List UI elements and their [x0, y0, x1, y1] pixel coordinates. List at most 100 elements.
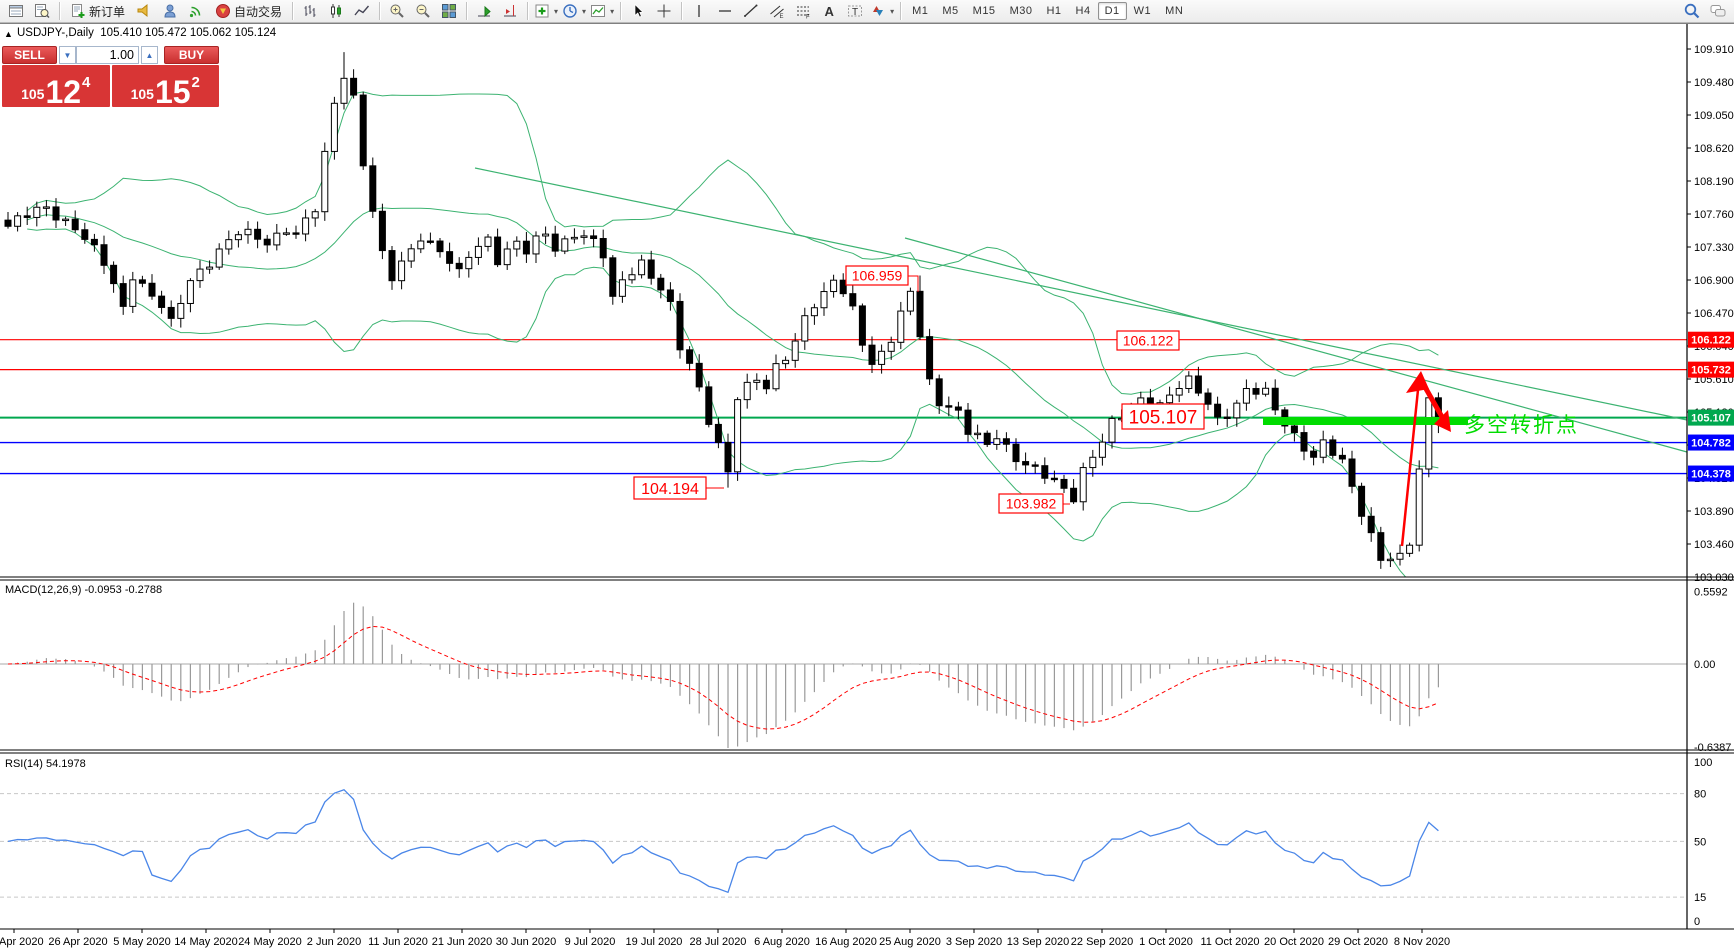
date-label[interactable]: 25 Aug 2020 — [879, 936, 941, 948]
chevron-down-icon[interactable]: ▾ — [554, 6, 559, 16]
date-label[interactable]: 2 Jun 2020 — [307, 936, 361, 948]
sell-price[interactable]: 105 12 4 — [2, 65, 110, 110]
trendline-button[interactable] — [738, 0, 764, 22]
volume-increase-button[interactable]: ▲ — [141, 46, 158, 64]
date-label[interactable]: 28 Jul 2020 — [690, 936, 747, 948]
cursor-button[interactable] — [625, 0, 651, 22]
chat-button[interactable] — [1705, 0, 1731, 22]
date-label[interactable]: 14 May 2020 — [174, 936, 238, 948]
date-label[interactable]: 22 Sep 2020 — [1071, 936, 1133, 948]
timeframe-button-h1[interactable]: H1 — [1046, 5, 1062, 17]
arrows-button[interactable]: ▾ — [868, 0, 896, 22]
timeframe-button-mn[interactable]: MN — [1165, 5, 1184, 17]
candle-body — [657, 277, 665, 291]
price-label-105.107[interactable]: 105.107 — [1121, 403, 1205, 430]
candle-body — [52, 206, 60, 221]
date-label[interactable]: 9 Jul 2020 — [565, 936, 616, 948]
candle-body — [206, 266, 214, 270]
sound-button[interactable] — [131, 0, 157, 22]
buy-price[interactable]: 105 15 2 — [111, 65, 219, 108]
price-tick-label: 106.900 — [1694, 275, 1734, 287]
date-label[interactable]: 16 Aug 2020 — [815, 936, 877, 948]
channel-button[interactable]: E — [764, 0, 790, 22]
timeframe-button-w1[interactable]: W1 — [1133, 5, 1152, 17]
volume-input[interactable] — [76, 46, 139, 64]
date-label[interactable]: 13 Sep 2020 — [1007, 936, 1069, 948]
label-box — [998, 493, 1064, 514]
chart-annotation-text[interactable]: 多空转折点 — [1464, 414, 1579, 437]
toolbar-separator — [292, 2, 294, 20]
candle-body — [311, 211, 319, 219]
price-label-106.122[interactable]: 106.122 — [1116, 330, 1180, 351]
date-label[interactable]: 29 Oct 2020 — [1328, 936, 1388, 948]
signals-button[interactable] — [183, 0, 209, 22]
sell-button[interactable]: SELL — [2, 46, 57, 64]
templates-button[interactable]: ▾ — [588, 0, 616, 22]
price-label-106.959[interactable]: 106.959 — [845, 265, 919, 292]
date-label[interactable]: 19 Jul 2020 — [626, 936, 683, 948]
date-label[interactable]: 11 Oct 2020 — [1200, 936, 1259, 948]
chevron-down-icon[interactable]: ▾ — [610, 6, 615, 16]
chart-shift-button[interactable] — [497, 0, 523, 22]
vertical-line-button[interactable] — [686, 0, 712, 22]
crosshair-button[interactable] — [651, 0, 677, 22]
fibonacci-button[interactable]: F — [790, 0, 816, 22]
auto-scroll-button[interactable] — [471, 0, 497, 22]
candle-body — [782, 359, 790, 365]
data-window-button[interactable] — [29, 0, 55, 22]
horizontal-line-button[interactable] — [712, 0, 738, 22]
chevron-down-icon[interactable]: ▾ — [582, 6, 587, 16]
date-label[interactable]: 8 Nov 2020 — [1394, 936, 1450, 948]
trendline-1[interactable] — [474, 167, 1688, 421]
red-arrow-up-shaft[interactable] — [1400, 379, 1421, 547]
templates-icon — [591, 5, 606, 17]
zoom-out-button[interactable] — [410, 0, 436, 22]
text-label-button[interactable]: T — [842, 0, 868, 22]
terminal-button[interactable] — [3, 0, 29, 22]
expert-advisors-button[interactable] — [157, 0, 183, 22]
indicators-button[interactable]: ▾ — [532, 0, 560, 22]
candle-body — [1223, 416, 1231, 419]
date-label[interactable]: 16 Apr 2020 — [0, 936, 44, 948]
search-button[interactable] — [1679, 0, 1705, 22]
date-label[interactable]: 24 May 2020 — [238, 936, 302, 948]
svg-text:105.732: 105.732 — [1691, 365, 1731, 377]
date-label[interactable]: 1 Oct 2020 — [1139, 936, 1193, 948]
line-chart-button[interactable] — [349, 0, 375, 22]
trendline-2[interactable] — [904, 237, 1688, 453]
sell-price-pips: 12 — [45, 73, 82, 110]
date-label[interactable]: 5 May 2020 — [113, 936, 170, 948]
candlestick-chart-button[interactable] — [323, 0, 349, 22]
date-label[interactable]: 6 Aug 2020 — [754, 936, 810, 948]
date-label[interactable]: 21 Jun 2020 — [432, 936, 493, 948]
buy-button[interactable]: BUY — [164, 46, 219, 64]
date-label[interactable]: 11 Jun 2020 — [368, 936, 428, 948]
timeframe-button-m5[interactable]: M5 — [942, 5, 959, 17]
bollinger-upper-line — [26, 91, 1439, 395]
volume-decrease-button[interactable]: ▼ — [59, 46, 76, 64]
chevron-down-icon[interactable]: ▾ — [890, 6, 895, 16]
zoom-in-button[interactable] — [384, 0, 410, 22]
date-label[interactable]: 26 Apr 2020 — [48, 936, 107, 948]
timeframe-button-m1[interactable]: M1 — [912, 5, 929, 17]
date-label[interactable]: 30 Jun 2020 — [496, 936, 557, 948]
tile-windows-button[interactable] — [436, 0, 462, 22]
rsi-axis-label: 100 — [1694, 757, 1712, 769]
new-order-button[interactable]: 新订单 — [64, 0, 131, 22]
timeframe-button-m30[interactable]: M30 — [1009, 5, 1033, 17]
autotrading-button[interactable]: 自动交易 — [209, 0, 288, 22]
toolbar-separator — [681, 2, 683, 20]
date-label[interactable]: 20 Oct 2020 — [1264, 936, 1324, 948]
timeframe-button-m15[interactable]: M15 — [972, 5, 996, 17]
text-button[interactable]: A — [816, 0, 842, 22]
support-zone-bar[interactable] — [1263, 417, 1468, 425]
price-label-103.982[interactable]: 103.982 — [998, 493, 1070, 514]
periods-button[interactable]: ▾ — [560, 0, 588, 22]
date-label[interactable]: 3 Sep 2020 — [946, 936, 1002, 948]
timeframe-button-h4[interactable]: H4 — [1075, 5, 1091, 17]
svg-text:106.122: 106.122 — [1691, 335, 1731, 347]
bar-chart-button[interactable] — [297, 0, 323, 22]
price-label-104.194[interactable]: 104.194 — [633, 476, 724, 500]
timeframe-button-d1[interactable]: D1 — [1097, 2, 1127, 20]
